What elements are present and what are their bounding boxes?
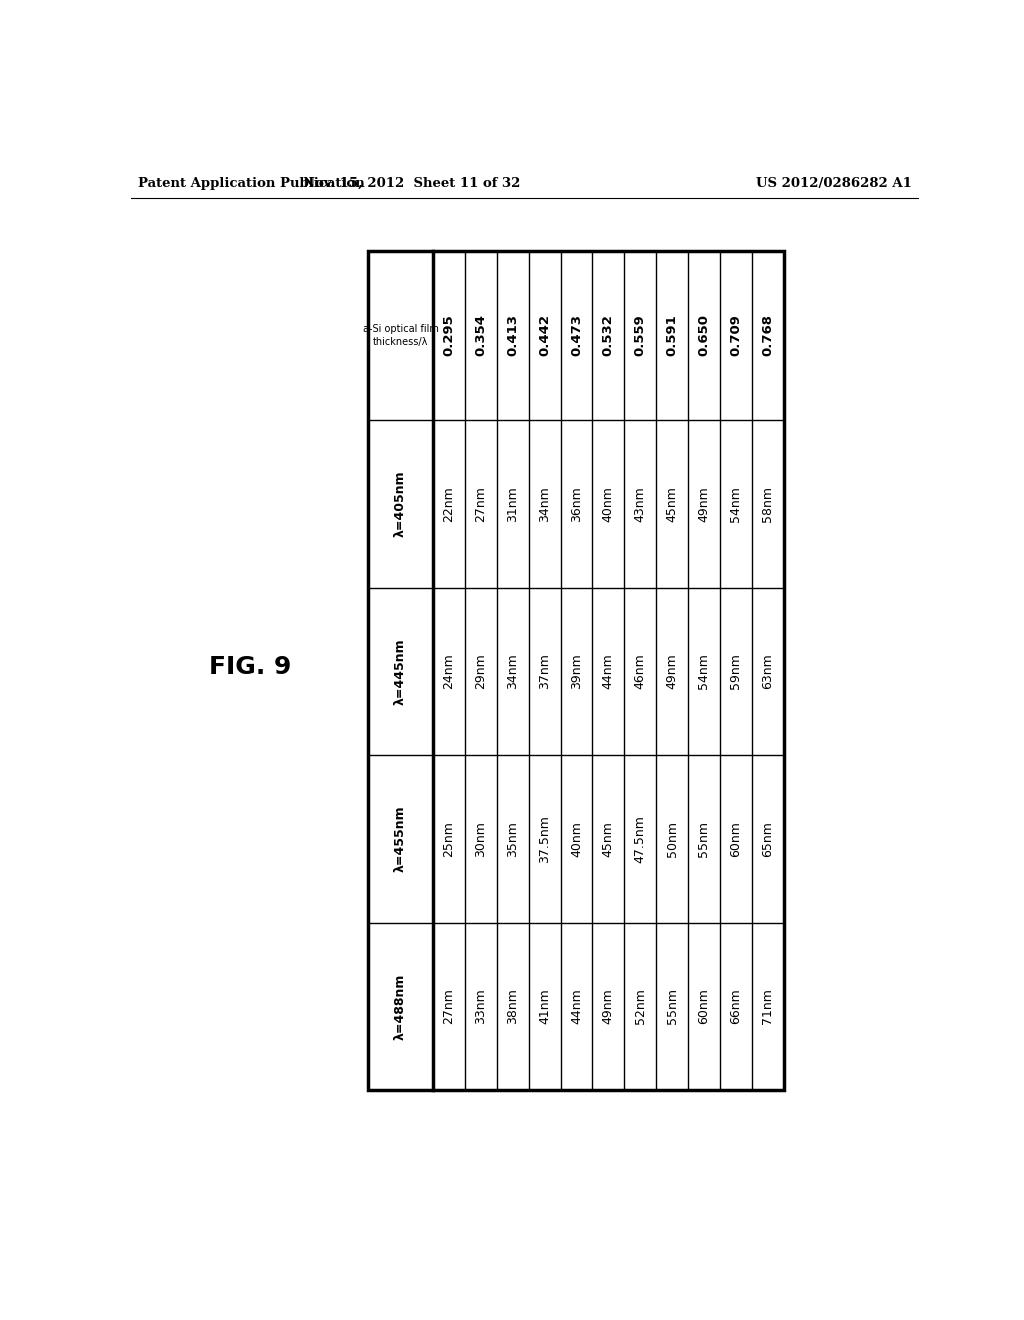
Text: 0.354: 0.354: [474, 314, 487, 356]
Text: 46nm: 46nm: [634, 653, 647, 689]
Text: 49nm: 49nm: [602, 989, 614, 1024]
Text: 40nm: 40nm: [602, 486, 614, 521]
Text: 27nm: 27nm: [442, 989, 456, 1024]
Text: 37nm: 37nm: [539, 653, 551, 689]
Text: 31nm: 31nm: [506, 486, 519, 521]
Text: US 2012/0286282 A1: US 2012/0286282 A1: [757, 177, 912, 190]
Text: 65nm: 65nm: [761, 821, 774, 857]
Text: λ=445nm: λ=445nm: [394, 638, 407, 705]
Text: 54nm: 54nm: [697, 653, 711, 689]
Text: Nov. 15, 2012  Sheet 11 of 32: Nov. 15, 2012 Sheet 11 of 32: [303, 177, 520, 190]
Text: 55nm: 55nm: [697, 821, 711, 857]
Text: 30nm: 30nm: [474, 821, 487, 857]
Text: 44nm: 44nm: [602, 653, 614, 689]
Text: 0.295: 0.295: [442, 314, 456, 356]
Text: 71nm: 71nm: [761, 989, 774, 1024]
Text: 25nm: 25nm: [442, 821, 456, 857]
Text: 36nm: 36nm: [570, 486, 583, 521]
Text: 0.413: 0.413: [506, 314, 519, 356]
Text: 43nm: 43nm: [634, 486, 647, 521]
Text: 35nm: 35nm: [506, 821, 519, 857]
Text: 49nm: 49nm: [697, 486, 711, 521]
Text: 45nm: 45nm: [602, 821, 614, 857]
Text: 44nm: 44nm: [570, 989, 583, 1024]
Bar: [368, 251, 783, 1090]
Text: 54nm: 54nm: [729, 486, 742, 521]
Text: 66nm: 66nm: [729, 989, 742, 1024]
Text: 0.559: 0.559: [634, 314, 647, 356]
Text: 60nm: 60nm: [729, 821, 742, 857]
Text: 22nm: 22nm: [442, 486, 456, 521]
Text: 0.709: 0.709: [729, 314, 742, 356]
Text: 27nm: 27nm: [474, 486, 487, 521]
Text: 34nm: 34nm: [539, 486, 551, 521]
Text: 49nm: 49nm: [666, 653, 679, 689]
Text: 0.532: 0.532: [602, 314, 614, 356]
Text: FIG. 9: FIG. 9: [209, 655, 291, 678]
Text: 40nm: 40nm: [570, 821, 583, 857]
Text: 0.473: 0.473: [570, 314, 583, 356]
Text: 0.591: 0.591: [666, 314, 679, 356]
Text: 33nm: 33nm: [474, 989, 487, 1024]
Text: 63nm: 63nm: [761, 653, 774, 689]
Text: 37.5nm: 37.5nm: [539, 814, 551, 863]
Text: λ=488nm: λ=488nm: [394, 973, 407, 1040]
Text: λ=405nm: λ=405nm: [394, 471, 407, 537]
Text: 39nm: 39nm: [570, 653, 583, 689]
Text: 29nm: 29nm: [474, 653, 487, 689]
Text: λ=455nm: λ=455nm: [394, 805, 407, 873]
Text: 60nm: 60nm: [697, 989, 711, 1024]
Text: 0.650: 0.650: [697, 314, 711, 356]
Text: 0.442: 0.442: [539, 314, 551, 356]
Text: a-Si optical film
thickness/λ: a-Si optical film thickness/λ: [362, 325, 438, 347]
Text: 59nm: 59nm: [729, 653, 742, 689]
Text: 24nm: 24nm: [442, 653, 456, 689]
Text: 52nm: 52nm: [634, 989, 647, 1024]
Text: 0.768: 0.768: [761, 314, 774, 356]
Text: Patent Application Publication: Patent Application Publication: [138, 177, 365, 190]
Text: 41nm: 41nm: [539, 989, 551, 1024]
Text: 58nm: 58nm: [761, 486, 774, 521]
Text: 45nm: 45nm: [666, 486, 679, 521]
Text: 47.5nm: 47.5nm: [634, 814, 647, 863]
Text: 34nm: 34nm: [506, 653, 519, 689]
Text: 55nm: 55nm: [666, 989, 679, 1024]
Text: 38nm: 38nm: [506, 989, 519, 1024]
Text: 50nm: 50nm: [666, 821, 679, 857]
